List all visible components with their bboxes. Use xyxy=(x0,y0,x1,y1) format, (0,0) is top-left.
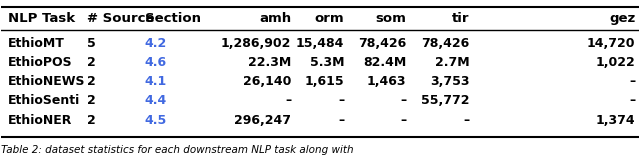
Text: amh: amh xyxy=(259,12,291,25)
Text: 26,140: 26,140 xyxy=(243,75,291,88)
Text: 5: 5 xyxy=(88,37,96,50)
Text: 296,247: 296,247 xyxy=(234,114,291,127)
Text: 1,615: 1,615 xyxy=(305,75,344,88)
Text: 15,484: 15,484 xyxy=(296,37,344,50)
Text: 2.7M: 2.7M xyxy=(435,56,470,69)
Text: 2: 2 xyxy=(88,56,96,69)
Text: 5.3M: 5.3M xyxy=(310,56,344,69)
Text: 78,426: 78,426 xyxy=(358,37,406,50)
Text: EthioMT: EthioMT xyxy=(8,37,65,50)
Text: 82.4M: 82.4M xyxy=(363,56,406,69)
Text: 55,772: 55,772 xyxy=(421,94,470,107)
Text: 14,720: 14,720 xyxy=(587,37,636,50)
Text: 3,753: 3,753 xyxy=(430,75,470,88)
Text: –: – xyxy=(400,94,406,107)
Text: –: – xyxy=(629,75,636,88)
Text: NLP Task: NLP Task xyxy=(8,12,75,25)
Text: EthioPOS: EthioPOS xyxy=(8,56,72,69)
Text: Section: Section xyxy=(145,12,201,25)
Text: 4.4: 4.4 xyxy=(145,94,167,107)
Text: 4.6: 4.6 xyxy=(145,56,167,69)
Text: 4.2: 4.2 xyxy=(145,37,167,50)
Text: 2: 2 xyxy=(88,75,96,88)
Text: tir: tir xyxy=(452,12,470,25)
Text: –: – xyxy=(338,114,344,127)
Text: –: – xyxy=(285,94,291,107)
Text: –: – xyxy=(463,114,470,127)
Text: 1,374: 1,374 xyxy=(596,114,636,127)
Text: EthioNER: EthioNER xyxy=(8,114,72,127)
Text: 4.5: 4.5 xyxy=(145,114,167,127)
Text: –: – xyxy=(629,94,636,107)
Text: 1,022: 1,022 xyxy=(596,56,636,69)
Text: gez: gez xyxy=(609,12,636,25)
Text: Table 2: dataset statistics for each downstream NLP task along with: Table 2: dataset statistics for each dow… xyxy=(1,145,354,156)
Text: EthioSenti: EthioSenti xyxy=(8,94,80,107)
Text: 78,426: 78,426 xyxy=(422,37,470,50)
Text: –: – xyxy=(400,114,406,127)
Text: 2: 2 xyxy=(88,94,96,107)
Text: 4.1: 4.1 xyxy=(145,75,167,88)
Text: orm: orm xyxy=(315,12,344,25)
Text: 22.3M: 22.3M xyxy=(248,56,291,69)
Text: 2: 2 xyxy=(88,114,96,127)
Text: –: – xyxy=(338,94,344,107)
Text: 1,286,902: 1,286,902 xyxy=(221,37,291,50)
Text: som: som xyxy=(375,12,406,25)
Text: 1,463: 1,463 xyxy=(367,75,406,88)
Text: # Source: # Source xyxy=(88,12,155,25)
Text: EthioNEWS: EthioNEWS xyxy=(8,75,85,88)
